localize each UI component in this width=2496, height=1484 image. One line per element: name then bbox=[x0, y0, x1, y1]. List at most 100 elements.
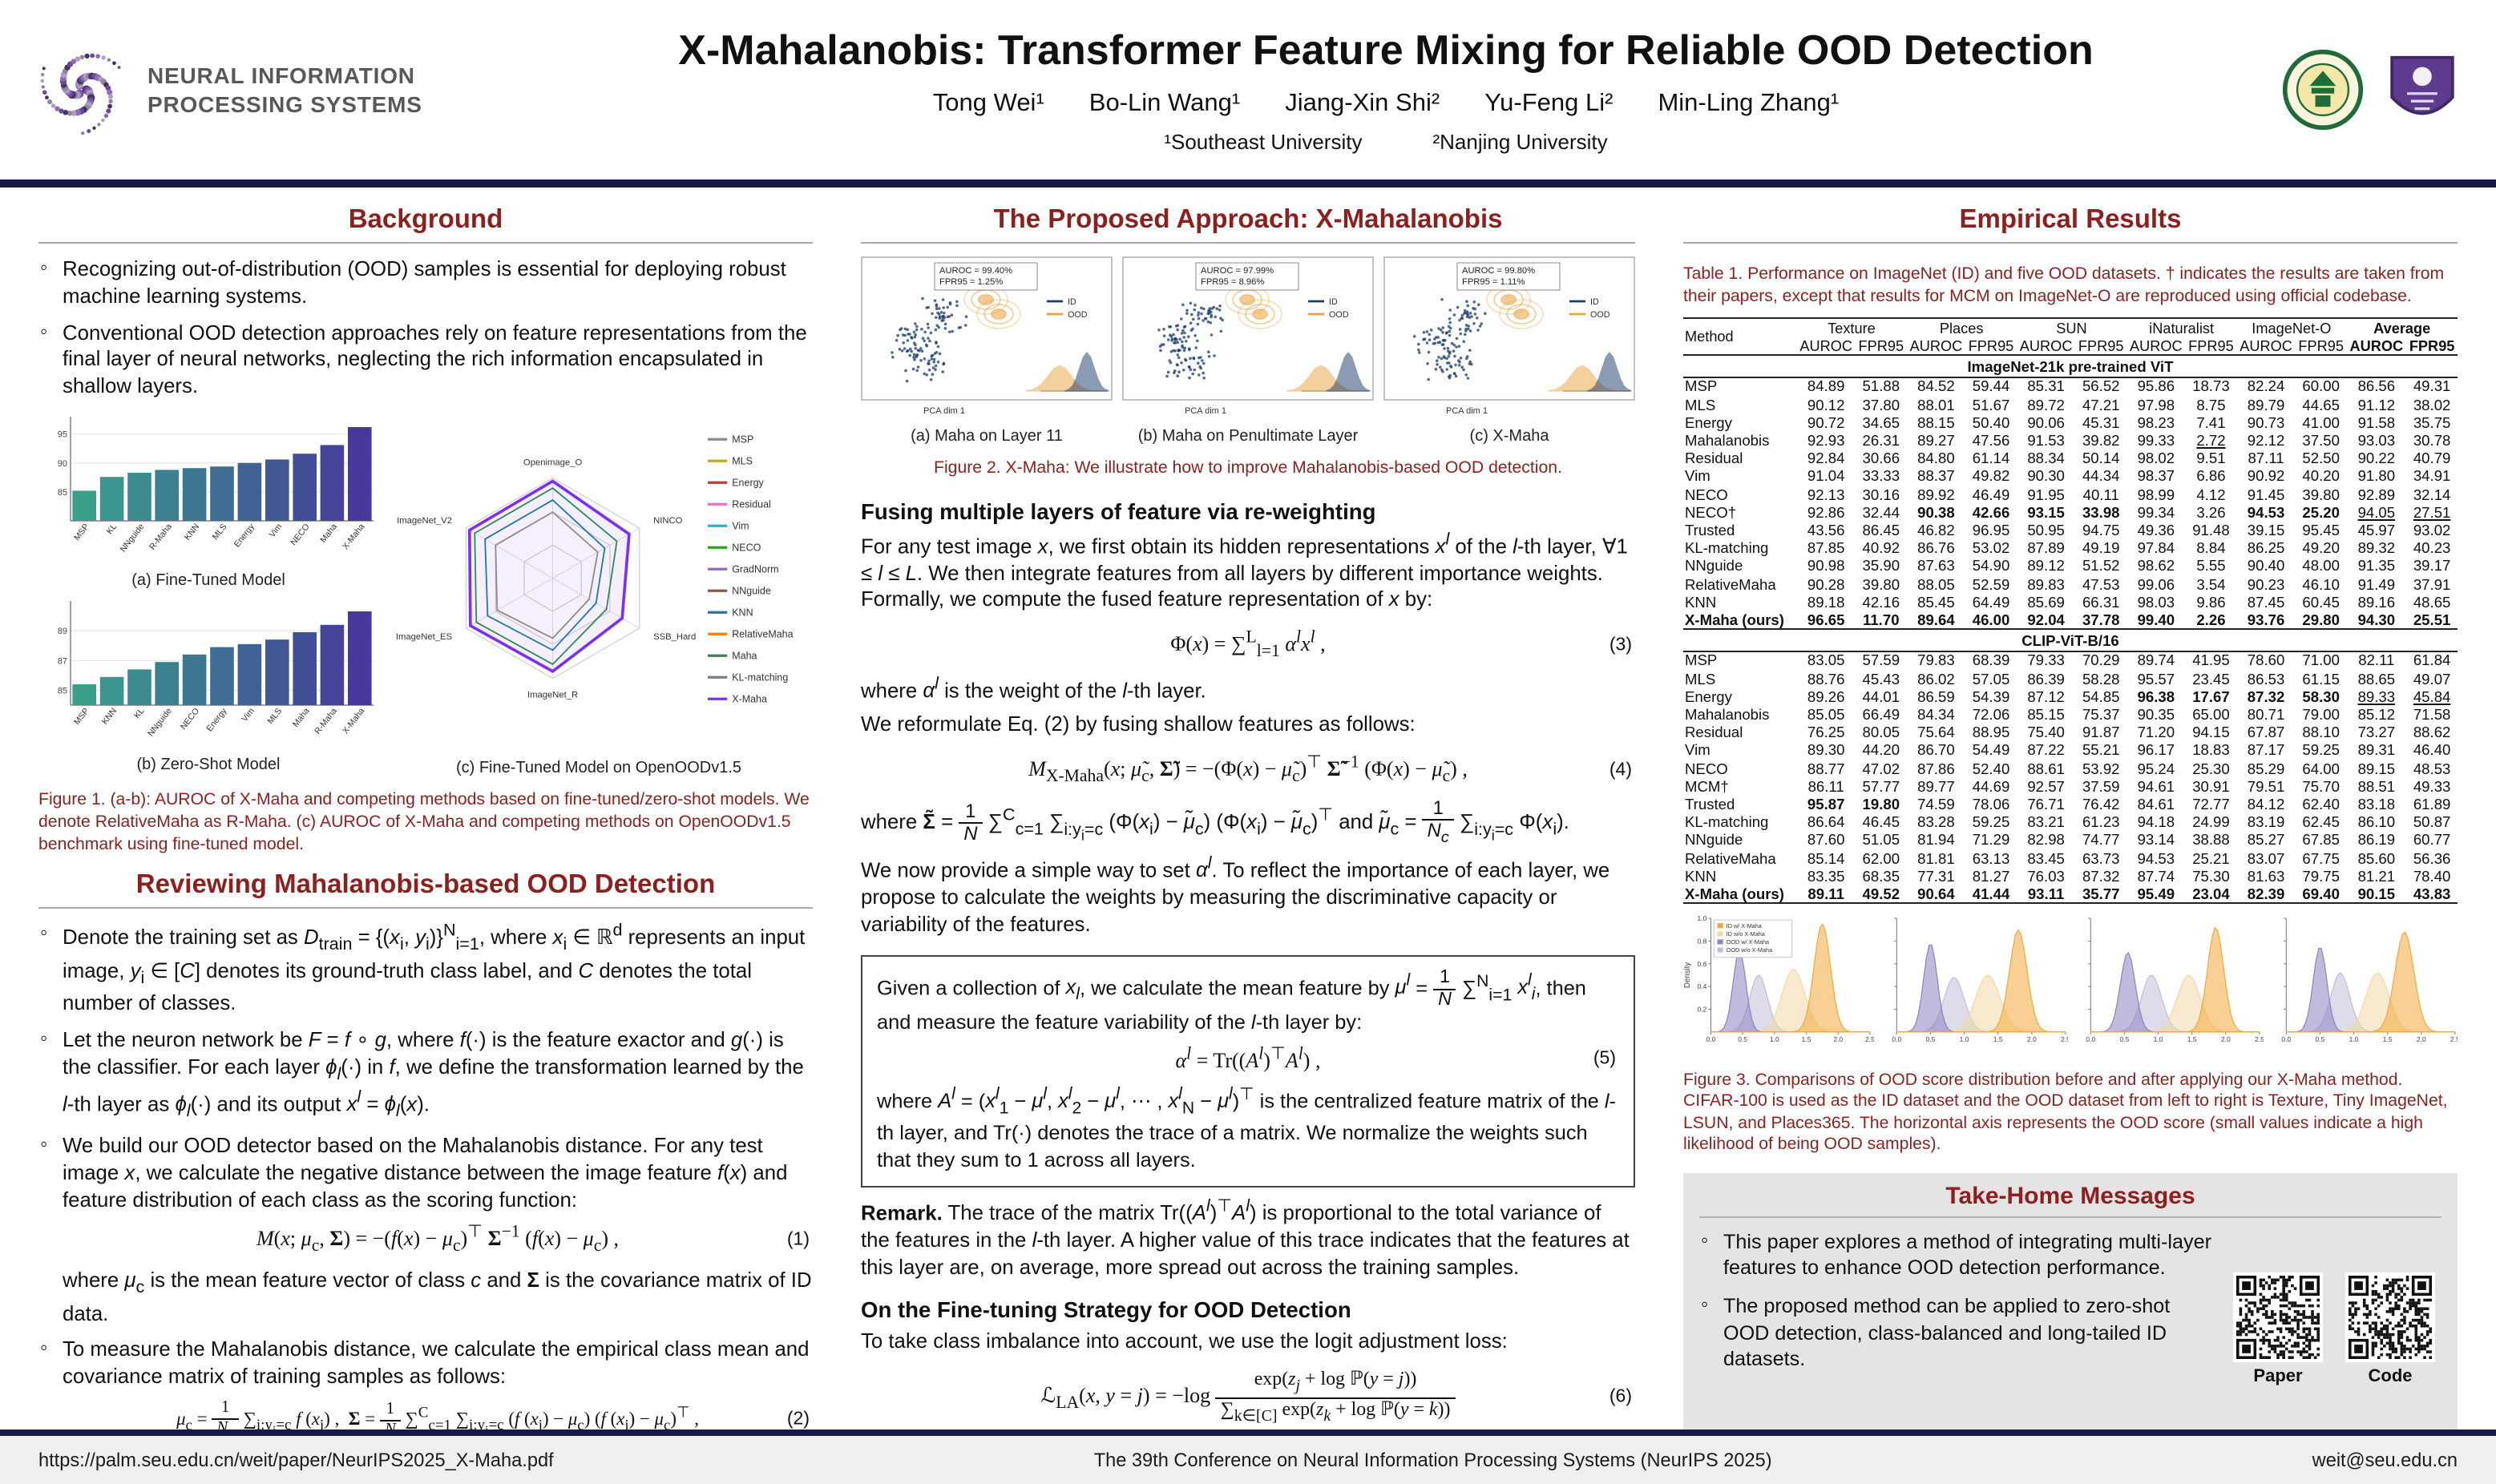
value-cell: 90.64 bbox=[1906, 885, 1966, 905]
value-cell: 86.53 bbox=[2247, 671, 2285, 688]
method-cell: Vim bbox=[1685, 742, 1710, 759]
table-row: MLS 90.12 37.80 88.01 51.67 89.72 47.21 97.98 8.… bbox=[1683, 396, 2458, 413]
value-cell: 90.72 bbox=[1807, 414, 1845, 431]
value-cell: 86.70 bbox=[1917, 742, 1955, 759]
svg-text:MLS: MLS bbox=[732, 455, 753, 466]
svg-text:0.6: 0.6 bbox=[1698, 961, 1707, 969]
value-cell: 23.45 bbox=[2192, 671, 2230, 688]
value-cell: 89.27 bbox=[1917, 433, 1955, 449]
value-cell: 86.25 bbox=[2247, 540, 2285, 557]
value-cell: 2.26 bbox=[2196, 611, 2226, 628]
value-cell: 25.21 bbox=[2192, 850, 2230, 866]
value-cell: 90.40 bbox=[2247, 558, 2285, 575]
figure-1: 85 90 95 MSP KL NNguide R-Maha KNN MLS Energy Vim N… bbox=[38, 410, 813, 783]
take-home-bullets: This paper explores a method of integrat… bbox=[1699, 1228, 2214, 1373]
svg-text:Energy: Energy bbox=[732, 477, 764, 488]
value-cell: 82.39 bbox=[2236, 885, 2296, 905]
value-cell: 84.52 bbox=[1917, 378, 1955, 395]
table-row: Mahalanobis 92.93 26.31 89.27 47.56 91.53 39.8… bbox=[1683, 432, 2458, 450]
bullet-item: This paper explores a method of integrat… bbox=[1699, 1228, 2214, 1281]
code-qr-code bbox=[2345, 1272, 2435, 1362]
value-cell: 49.07 bbox=[2413, 671, 2451, 688]
value-cell: 91.35 bbox=[2357, 558, 2396, 575]
svg-text:2.5: 2.5 bbox=[1865, 1036, 1873, 1044]
svg-text:2.0: 2.0 bbox=[2221, 1036, 2231, 1044]
svg-text:0.0: 0.0 bbox=[2280, 1036, 2290, 1044]
value-cell: 48.00 bbox=[2302, 558, 2340, 575]
table-1-caption: Table 1. Performance on ImageNet (ID) an… bbox=[1683, 264, 2445, 306]
method-cell: RelativeMaha bbox=[1685, 576, 1776, 592]
value-cell: 89.83 bbox=[2027, 576, 2065, 592]
poster-title: X-Mahalanobis: Transformer Feature Mixin… bbox=[678, 26, 2094, 74]
svg-text:ImageNet_R: ImageNet_R bbox=[527, 690, 578, 700]
method-cell: Residual bbox=[1685, 724, 1743, 741]
value-cell: 57.77 bbox=[1862, 778, 1900, 795]
figure-1-bars: 85 90 95 MSP KL NNguide R-Maha KNN MLS Energy Vim N… bbox=[38, 410, 378, 779]
value-cell: 58.28 bbox=[2082, 671, 2120, 688]
value-cell: 95.45 bbox=[2302, 522, 2340, 538]
svg-text:KNN: KNN bbox=[100, 706, 119, 726]
weight-definition-box: Given a collection of xl, we calculate t… bbox=[861, 954, 1635, 1188]
svg-text:RelativeMaha: RelativeMaha bbox=[732, 628, 793, 639]
value-cell: 88.37 bbox=[1917, 468, 1955, 485]
table-row: X-Maha (ours) 96.65 11.70 89.64 46.00 92.04 37… bbox=[1683, 611, 2458, 630]
neurips-wordmark-line2: PROCESSING SYSTEMS bbox=[147, 91, 422, 117]
paragraph-p5: We now provide a simple way to set αl. T… bbox=[861, 854, 1610, 937]
method-cell: KNN bbox=[1685, 868, 1717, 885]
svg-text:NNguide: NNguide bbox=[119, 522, 147, 554]
value-cell: 18.73 bbox=[2192, 378, 2230, 395]
method-cell: NECO bbox=[1685, 486, 1728, 503]
value-cell: 75.70 bbox=[2302, 778, 2340, 795]
value-cell: 82.98 bbox=[2027, 832, 2065, 849]
value-cell: 8.75 bbox=[2196, 397, 2226, 413]
value-cell: 94.53 bbox=[2247, 504, 2285, 521]
value-cell: 85.14 bbox=[1807, 850, 1845, 866]
svg-text:2.5: 2.5 bbox=[2060, 1036, 2068, 1044]
table-row: Mahalanobis 85.05 66.49 84.34 72.06 85.15 75.3… bbox=[1683, 706, 2458, 724]
value-cell: 2.72 bbox=[2196, 433, 2226, 449]
neurips-wordmark-line1: NEURAL INFORMATION bbox=[147, 62, 415, 88]
table-row: KL-matching 86.64 46.45 83.28 59.25 83.21 61.2… bbox=[1683, 813, 2458, 831]
value-cell: 30.78 bbox=[2413, 433, 2451, 449]
value-cell: 32.44 bbox=[1862, 504, 1900, 521]
table-section-row: ImageNet-21k pre-trained ViT bbox=[1683, 354, 2458, 378]
section-title-reviewing: Reviewing Mahalanobis-based OOD Detectio… bbox=[38, 870, 813, 909]
svg-text:Openimage_O: Openimage_O bbox=[523, 458, 583, 467]
value-cell: 69.40 bbox=[2295, 885, 2347, 905]
value-cell: 41.00 bbox=[2302, 414, 2340, 431]
svg-text:0.5: 0.5 bbox=[1925, 1036, 1935, 1044]
value-cell: 3.54 bbox=[2196, 576, 2226, 592]
value-cell: 9.86 bbox=[2196, 594, 2226, 611]
method-cell: Energy bbox=[1685, 688, 1732, 705]
value-cell: 71.29 bbox=[1972, 832, 2010, 849]
value-cell: 98.03 bbox=[2137, 594, 2175, 611]
value-cell: 95.57 bbox=[2137, 671, 2175, 688]
value-cell: 61.14 bbox=[1972, 450, 2010, 467]
table-header-metric: FPR95 bbox=[1965, 337, 2017, 357]
author-name: Jiang-Xin Shi² bbox=[1285, 90, 1440, 117]
table-header-metric: AUROC bbox=[2346, 337, 2407, 357]
value-cell: 46.45 bbox=[1862, 814, 1900, 831]
value-cell: 89.72 bbox=[2027, 397, 2065, 413]
value-cell: 42.66 bbox=[1972, 504, 2010, 521]
method-cell: Energy bbox=[1685, 414, 1732, 431]
value-cell: 23.04 bbox=[2185, 885, 2237, 905]
value-cell: 83.07 bbox=[2247, 850, 2285, 866]
figure-1-radar: Openimage_O NINCO SSB_Hard ImageNet_R ImageN… bbox=[385, 410, 813, 783]
value-cell: 89.26 bbox=[1807, 688, 1845, 705]
bullet-item: Conventional OOD detection approaches re… bbox=[38, 318, 813, 401]
value-cell: 79.00 bbox=[2302, 707, 2340, 723]
table-row: X-Maha (ours) 89.11 49.52 90.64 41.44 93.11 35… bbox=[1683, 885, 2458, 905]
value-cell: 93.11 bbox=[2016, 885, 2076, 905]
table-header-metric: AUROC bbox=[1906, 337, 1966, 357]
subheading-finetuning: On the Fine-tuning Strategy for OOD Dete… bbox=[861, 1297, 1351, 1322]
value-cell: 49.52 bbox=[1856, 885, 1907, 905]
value-cell: 48.65 bbox=[2413, 594, 2451, 611]
svg-text:PCA dim 1: PCA dim 1 bbox=[923, 406, 965, 416]
value-cell: 33.33 bbox=[1862, 468, 1900, 485]
value-cell: 96.65 bbox=[1807, 611, 1845, 628]
value-cell: 99.34 bbox=[2137, 504, 2175, 521]
value-cell: 37.80 bbox=[1862, 397, 1900, 413]
method-cell: Mahalanobis bbox=[1685, 707, 1770, 723]
